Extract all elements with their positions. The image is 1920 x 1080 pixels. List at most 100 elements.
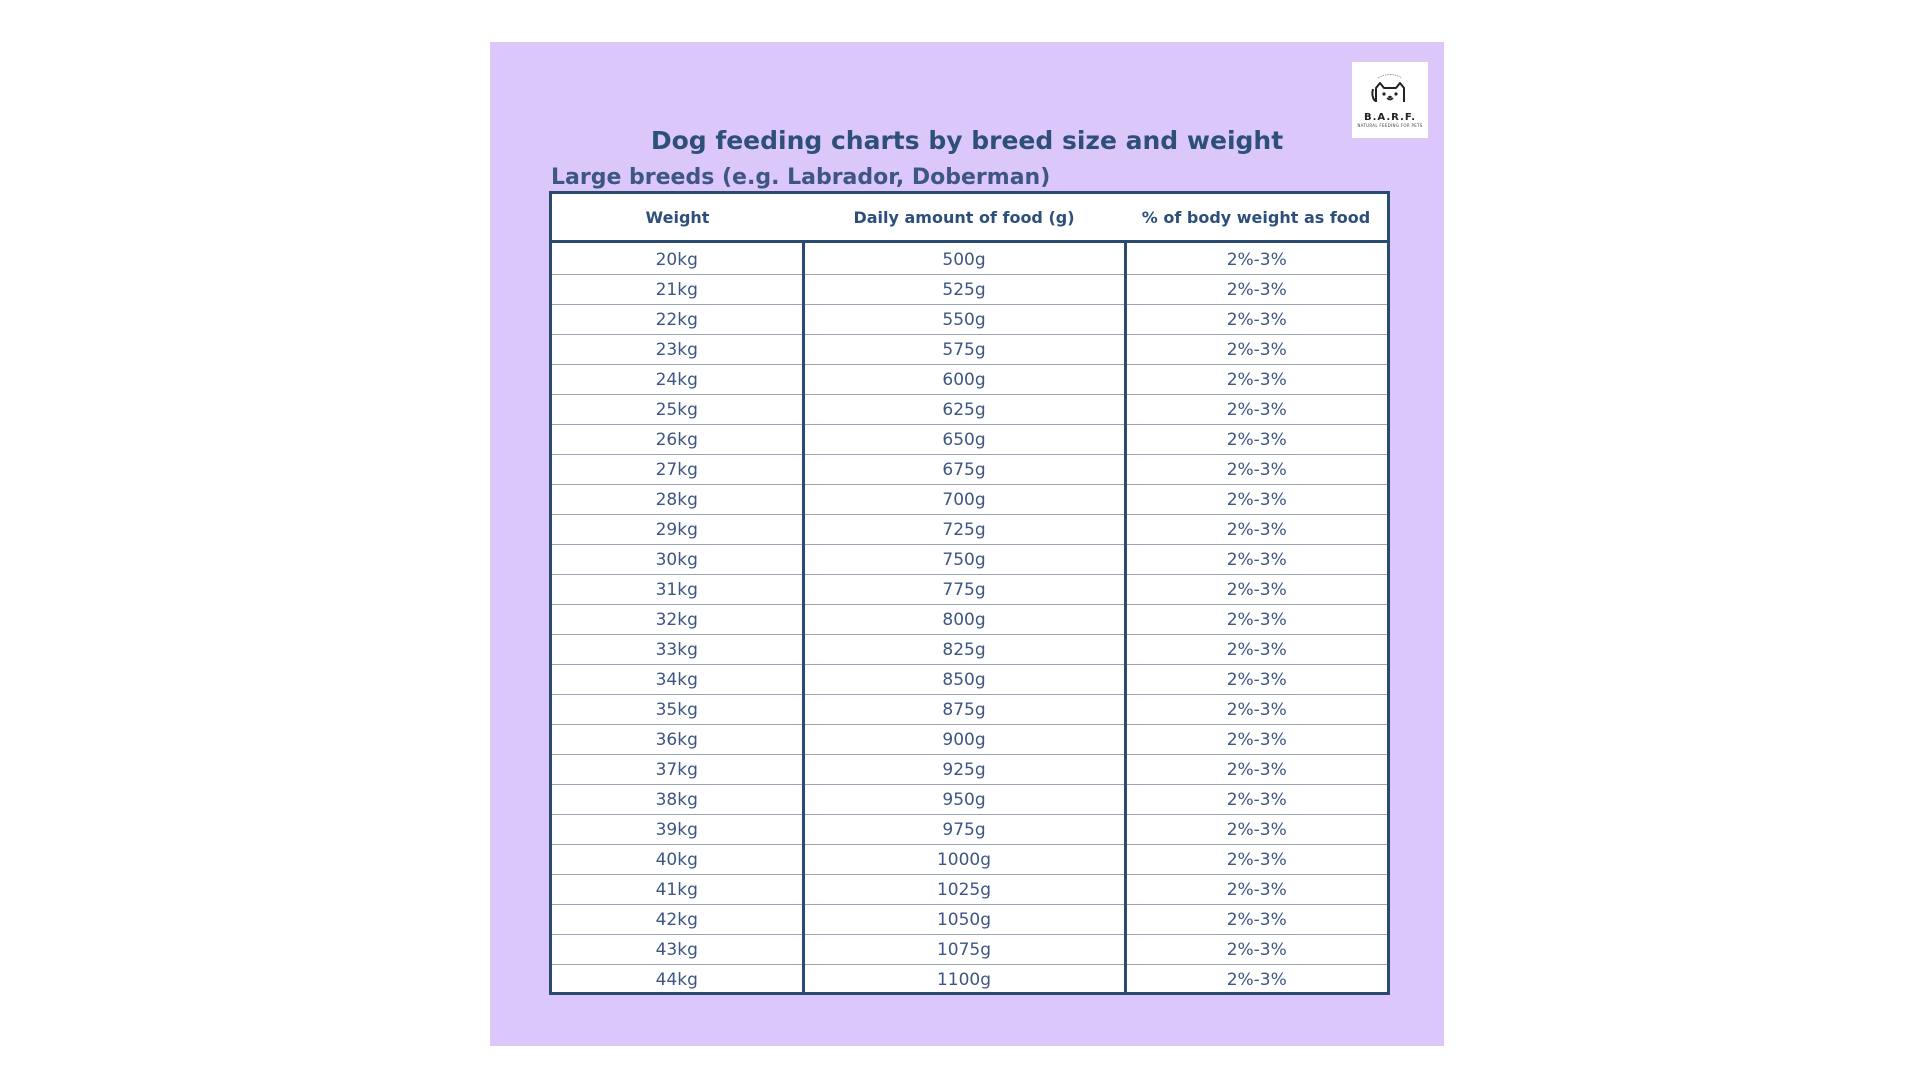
table-row: 26kg 650g 2%-3% (552, 424, 1387, 455)
page-title: Dog feeding charts by breed size and wei… (650, 126, 1284, 155)
cell-percent: 2%-3% (1125, 394, 1387, 425)
table-row: 30kg 750g 2%-3% (552, 544, 1387, 575)
cell-daily-amount: 1050g (803, 904, 1127, 935)
cell-percent: 2%-3% (1125, 784, 1387, 815)
cell-percent: 2%-3% (1125, 544, 1387, 575)
cell-percent: 2%-3% (1125, 934, 1387, 965)
cell-percent: 2%-3% (1125, 424, 1387, 455)
table-row: 32kg 800g 2%-3% (552, 604, 1387, 635)
table-row: 37kg 925g 2%-3% (552, 754, 1387, 785)
cell-daily-amount: 875g (803, 694, 1127, 725)
cell-weight: 42kg (552, 904, 805, 935)
cell-percent: 2%-3% (1125, 604, 1387, 635)
cell-daily-amount: 850g (803, 664, 1127, 695)
table-row: 28kg 700g 2%-3% (552, 484, 1387, 515)
table-row: 40kg 1000g 2%-3% (552, 844, 1387, 875)
cell-percent: 2%-3% (1125, 664, 1387, 695)
cell-percent: 2%-3% (1125, 274, 1387, 305)
cell-weight: 26kg (552, 424, 805, 455)
cell-percent: 2%-3% (1125, 241, 1387, 275)
cell-weight: 35kg (552, 694, 805, 725)
cell-daily-amount: 1000g (803, 844, 1127, 875)
cell-weight: 22kg (552, 304, 805, 335)
cell-weight: 31kg (552, 574, 805, 605)
table-row: 42kg 1050g 2%-3% (552, 904, 1387, 935)
cell-weight: 38kg (552, 784, 805, 815)
cell-daily-amount: 1100g (803, 964, 1127, 994)
cell-weight: 27kg (552, 454, 805, 485)
cell-daily-amount: 800g (803, 604, 1127, 635)
cell-daily-amount: 525g (803, 274, 1127, 305)
cell-weight: 41kg (552, 874, 805, 905)
table-row: 22kg 550g 2%-3% (552, 304, 1387, 335)
cell-daily-amount: 900g (803, 724, 1127, 755)
barf-logo: B.A.R.F. NATURAL FEEDING FOR PETS (1352, 62, 1428, 138)
table-row: 23kg 575g 2%-3% (552, 334, 1387, 365)
table-row: 29kg 725g 2%-3% (552, 514, 1387, 545)
cell-percent: 2%-3% (1125, 574, 1387, 605)
cell-percent: 2%-3% (1125, 484, 1387, 515)
cell-daily-amount: 950g (803, 784, 1127, 815)
dog-cat-face-icon (1371, 73, 1405, 102)
section-subtitle: Large breeds (e.g. Labrador, Doberman) (551, 165, 1051, 190)
cell-percent: 2%-3% (1226, 969, 1287, 990)
cell-daily-amount: 625g (803, 394, 1127, 425)
table-row: 38kg 950g 2%-3% (552, 784, 1387, 815)
table-row: 25kg 625g 2%-3% (552, 394, 1387, 425)
cell-weight: 21kg (552, 274, 805, 305)
cell-percent: 2%-3% (1125, 844, 1387, 875)
cell-daily-amount: 975g (803, 814, 1127, 845)
cell-percent: 2%-3% (1125, 724, 1387, 755)
cell-weight: 33kg (552, 634, 805, 665)
cell-weight: 25kg (552, 394, 805, 425)
cell-weight: 37kg (552, 754, 805, 785)
cell-daily-amount: 1075g (803, 934, 1127, 965)
table-row: 39kg 975g 2%-3% (552, 814, 1387, 845)
cell-weight: 32kg (552, 604, 805, 635)
cell-weight: 40kg (552, 844, 805, 875)
cell-daily-amount: 650g (803, 424, 1127, 455)
cell-daily-amount: 1025g (803, 874, 1127, 905)
logo-tagline: NATURAL FEEDING FOR PETS (1357, 122, 1423, 128)
cell-weight: 23kg (552, 334, 805, 365)
cell-weight: 34kg (552, 664, 805, 695)
table-header-row: Weight Daily amount of food (g) % of bod… (552, 194, 1387, 243)
cell-weight: 44kg (552, 964, 805, 994)
cell-daily-amount: 775g (803, 574, 1127, 605)
cell-daily-amount: 550g (803, 304, 1127, 335)
cell-weight: 43kg (552, 934, 805, 965)
cell-weight: 20kg (552, 241, 805, 275)
cell-daily-amount: 825g (803, 634, 1127, 665)
cell-percent: 2%-3% (1125, 514, 1387, 545)
cell-percent: 2%-3% (1125, 754, 1387, 785)
cell-daily-amount: 750g (803, 544, 1127, 575)
table-row: 41kg 1025g 2%-3% (552, 874, 1387, 905)
feeding-table-container: Weight Daily amount of food (g) % of bod… (549, 191, 1390, 995)
table-row: 31kg 775g 2%-3% (552, 574, 1387, 605)
cell-daily-amount: 575g (803, 334, 1127, 365)
cell-daily-amount: 725g (803, 514, 1127, 545)
table-row: 44kg 1100g 2%-3% (552, 964, 1387, 994)
cell-percent: 2%-3% (1125, 634, 1387, 665)
cell-weight: 36kg (552, 724, 805, 755)
cell-percent: 2%-3% (1125, 694, 1387, 725)
cell-weight: 30kg (552, 544, 805, 575)
table-row: 21kg 525g 2%-3% (552, 274, 1387, 305)
cell-percent: 2%-3% (1125, 334, 1387, 365)
table-row: 34kg 850g 2%-3% (552, 664, 1387, 695)
feeding-table: Weight Daily amount of food (g) % of bod… (552, 194, 1387, 994)
cell-daily-amount: 675g (803, 454, 1127, 485)
table-row: 20kg 500g 2%-3% (552, 241, 1387, 275)
cell-percent: 2%-3% (1125, 304, 1387, 335)
cell-percent: 2%-3% (1125, 454, 1387, 485)
header-weight: Weight (552, 194, 803, 243)
cell-percent: 2%-3% (1125, 814, 1387, 845)
cell-weight: 28kg (552, 484, 805, 515)
cell-percent: 2%-3% (1125, 874, 1387, 905)
table-row: 24kg 600g 2%-3% (552, 364, 1387, 395)
feeding-chart-card: Dog feeding charts by breed size and wei… (490, 42, 1444, 1046)
header-daily-amount: Daily amount of food (g) (803, 194, 1125, 243)
cell-weight: 29kg (552, 514, 805, 545)
cell-daily-amount: 500g (803, 241, 1127, 275)
cell-weight: 39kg (552, 814, 805, 845)
